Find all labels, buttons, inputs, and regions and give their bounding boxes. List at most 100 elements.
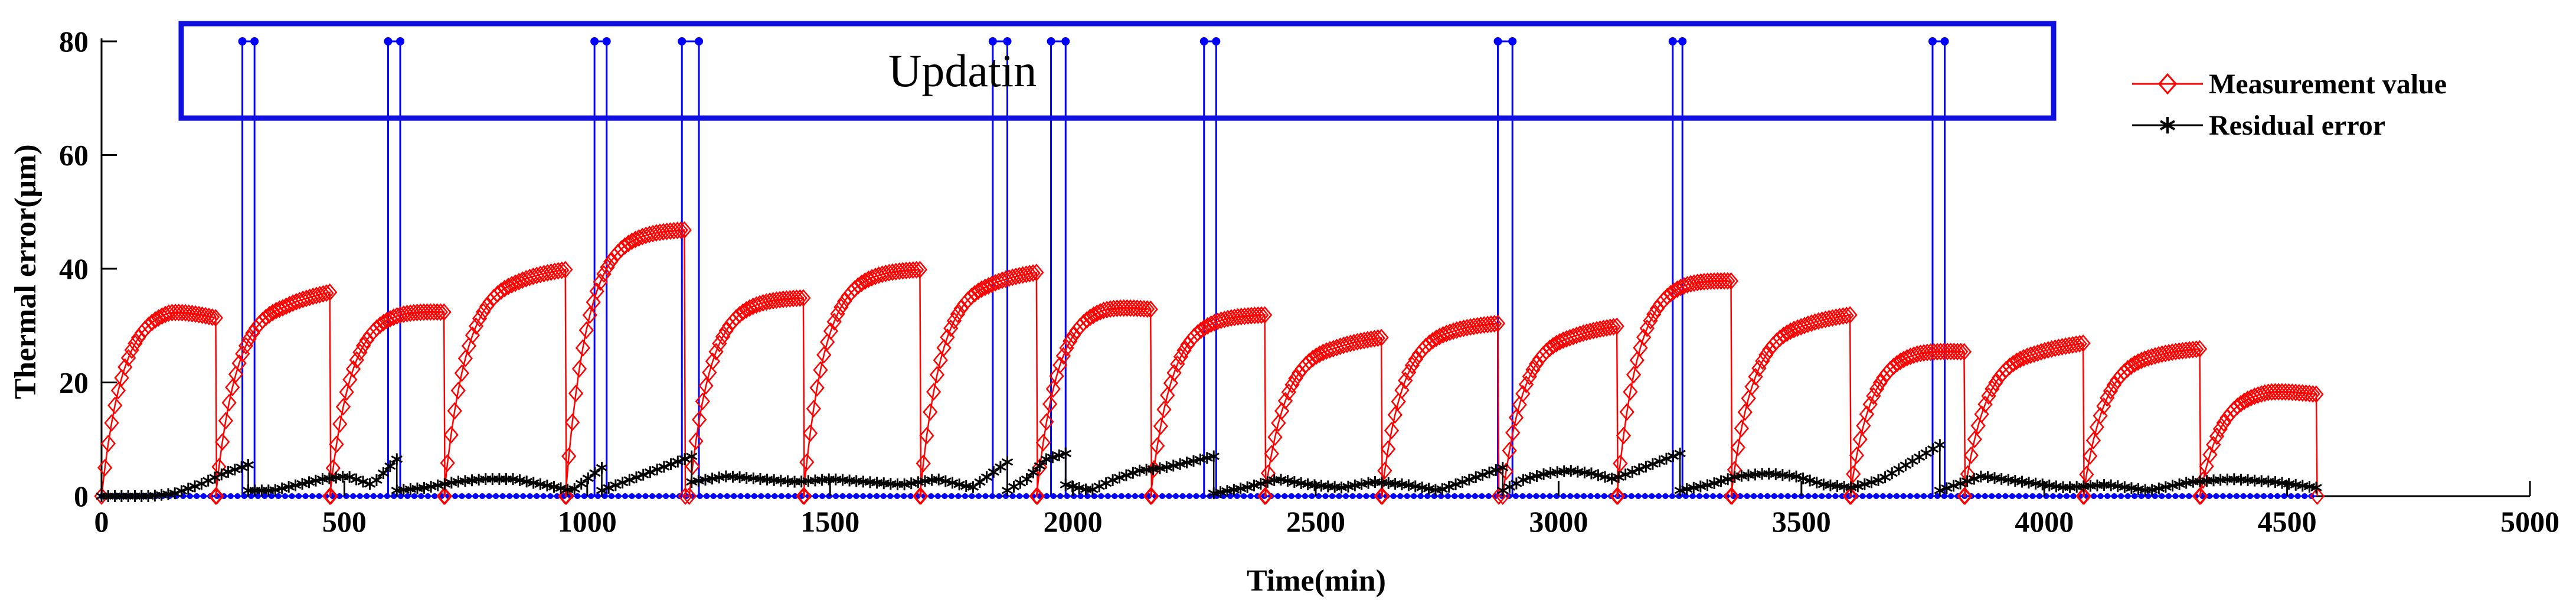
residual-point xyxy=(310,474,322,487)
residual-point xyxy=(1194,453,1207,465)
updating-point xyxy=(1485,493,1492,499)
measurement-point xyxy=(1190,324,1205,342)
measurement-point xyxy=(2100,389,2115,407)
measurement-point xyxy=(1852,430,1868,448)
measurement-point xyxy=(2193,487,2208,505)
measurement-point xyxy=(603,252,619,271)
measurement-point xyxy=(1109,299,1125,317)
residual-point xyxy=(377,467,390,480)
residual-point xyxy=(1235,483,1247,495)
measurement-point xyxy=(732,305,747,324)
updating-point xyxy=(2016,493,2022,499)
updating-point xyxy=(1472,493,1478,499)
measurement-point xyxy=(1505,423,1521,442)
measurement-point xyxy=(1953,343,1969,361)
measurement-point xyxy=(2271,383,2286,401)
measurement-point xyxy=(144,314,159,331)
residual-point xyxy=(2160,481,2172,493)
measurement-point xyxy=(2185,340,2201,359)
updating-point xyxy=(1241,493,1247,499)
measurement-point xyxy=(168,304,183,321)
measurement-point xyxy=(1022,265,1037,283)
measurement-point xyxy=(430,303,445,321)
measurement-point xyxy=(1490,314,1506,333)
updating-point xyxy=(764,493,771,499)
updating-point xyxy=(2036,493,2042,499)
updating-point xyxy=(479,493,486,499)
updating-point xyxy=(1329,493,1335,499)
residual-point xyxy=(182,483,194,495)
updating-point xyxy=(1295,493,1302,499)
measurement-point xyxy=(2230,398,2245,415)
residual-point xyxy=(1907,455,1918,467)
updating-point xyxy=(1044,493,1050,499)
measurement-point xyxy=(376,314,391,332)
updating-point xyxy=(1343,493,1349,499)
updating-point xyxy=(2302,493,2308,499)
measurement-point xyxy=(919,426,934,445)
updating-point xyxy=(1825,493,1832,499)
updating-spike-point xyxy=(590,37,599,45)
measurement-point xyxy=(908,260,924,279)
measurement-point xyxy=(332,415,348,433)
measurement-point xyxy=(104,414,119,432)
updating-point xyxy=(1560,493,1567,499)
x-tick-label: 2500 xyxy=(1286,505,1345,538)
measurement-point xyxy=(379,311,395,330)
updating-point xyxy=(833,493,839,499)
updating-point xyxy=(2064,493,2070,499)
residual-point xyxy=(242,459,254,471)
updating-point xyxy=(2186,493,2192,499)
updating-spike-point xyxy=(678,37,687,45)
measurement-point xyxy=(685,457,700,475)
measurement-point xyxy=(1616,426,1632,445)
measurement-point xyxy=(1483,315,1499,333)
updating-point xyxy=(1764,493,1771,499)
measurement-point xyxy=(1730,438,1745,457)
measurement-point xyxy=(2288,383,2303,402)
measurement-point xyxy=(511,272,527,291)
measurement-point xyxy=(1163,374,1179,392)
measurement-point xyxy=(692,410,707,429)
updating-point xyxy=(724,493,730,499)
residual-point xyxy=(1127,467,1139,479)
measurement-point xyxy=(943,319,959,337)
residual-point xyxy=(1688,481,1699,494)
updating-point xyxy=(2002,493,2009,499)
measurement-point xyxy=(1967,430,1982,448)
updating-point xyxy=(1921,493,1927,499)
updating-point xyxy=(1587,493,1594,499)
measurement-point xyxy=(1956,343,1972,361)
updating-point xyxy=(1282,493,1288,499)
updating-point xyxy=(418,493,424,499)
updating-point xyxy=(1744,493,1750,499)
measurement-point xyxy=(568,385,584,403)
measurement-point xyxy=(1116,299,1132,317)
measurement-point xyxy=(1079,311,1094,329)
measurement-point xyxy=(912,487,928,505)
measurement-point xyxy=(1063,332,1078,350)
y-axis-title: Thermal error(μm) xyxy=(9,144,43,399)
measurement-point xyxy=(1144,487,1159,505)
updating-point xyxy=(982,493,989,499)
updating-point xyxy=(452,493,458,499)
measurement-point xyxy=(1723,272,1739,290)
residual-point xyxy=(1681,483,1693,496)
x-tick-label: 500 xyxy=(322,505,367,538)
x-tick-label: 4500 xyxy=(2258,505,2317,538)
updating-point xyxy=(975,493,982,499)
updating-point xyxy=(663,493,669,499)
measurement-point xyxy=(1312,345,1328,363)
residual-point xyxy=(1900,459,1912,471)
residual-point xyxy=(1886,467,1898,480)
updating-point xyxy=(1975,493,1982,499)
updating-point xyxy=(1778,493,1784,499)
measurement-point xyxy=(2189,340,2204,359)
updating-point xyxy=(1533,493,1539,499)
residual-point xyxy=(521,475,532,488)
updating-point xyxy=(2267,493,2274,499)
updating-point xyxy=(1356,493,1363,499)
updating-point xyxy=(2145,493,2152,499)
measurement-point xyxy=(1700,272,1715,291)
measurement-point xyxy=(1643,312,1658,330)
